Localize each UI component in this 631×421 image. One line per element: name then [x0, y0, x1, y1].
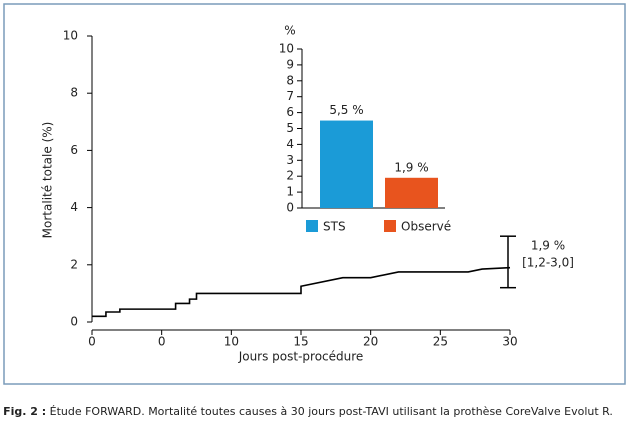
- y-tick-label: 4: [70, 200, 78, 214]
- inset-y-tick-label: 1: [286, 185, 294, 199]
- bar-value-label: 5,5 %: [329, 103, 363, 117]
- inset-y-tick-label: 5: [286, 121, 294, 135]
- inset-y-tick-label: 2: [286, 169, 294, 183]
- caption: Fig. 2 : Étude FORWARD. Mortalité toutes…: [3, 405, 613, 418]
- caption-text: Étude FORWARD. Mortalité toutes causes à…: [50, 405, 613, 418]
- inset-y-tick-label: 4: [286, 137, 294, 151]
- x-tick-label: 0: [88, 335, 96, 349]
- x-axis-label: Jours post-procédure: [238, 350, 364, 364]
- inset-y-tick-label: 9: [286, 57, 294, 71]
- bar: [385, 177, 438, 208]
- km-line: [92, 266, 511, 318]
- inset-y-tick-label: 6: [286, 105, 294, 119]
- caption-label: Fig. 2 :: [3, 405, 46, 418]
- x-tick-label: 15: [293, 335, 308, 349]
- legend-swatch: [306, 220, 318, 232]
- bar-value-label: 1,9 %: [394, 160, 428, 174]
- x-tick-label: 20: [363, 335, 378, 349]
- y-axis-label: Mortalité totale (%): [41, 122, 55, 239]
- error-value-label: 1,9 %: [531, 239, 565, 253]
- inset-y-tick-label: 0: [286, 201, 294, 215]
- inset-y-label: %: [284, 24, 295, 38]
- x-tick-label: 0: [158, 335, 166, 349]
- inset-y-tick-label: 7: [286, 89, 294, 103]
- bar: [320, 120, 373, 208]
- frame: [3, 3, 626, 385]
- y-tick-label: 0: [70, 315, 78, 329]
- legend-label: Observé: [401, 220, 451, 234]
- inset-y-tick-label: 3: [286, 153, 294, 167]
- legend-label: STS: [323, 220, 346, 234]
- y-tick-label: 8: [70, 86, 78, 100]
- legend-swatch: [384, 220, 396, 232]
- x-tick-label: 30: [502, 335, 517, 349]
- x-tick-label: 25: [433, 335, 448, 349]
- inset-y-tick-label: 10: [279, 42, 294, 56]
- y-tick-label: 10: [63, 29, 78, 43]
- y-tick-label: 2: [70, 257, 78, 271]
- y-tick-label: 6: [70, 143, 78, 157]
- x-tick-label: 10: [224, 335, 239, 349]
- inset-y-tick-label: 8: [286, 73, 294, 87]
- error-ci-label: [1,2-3,0]: [522, 256, 574, 270]
